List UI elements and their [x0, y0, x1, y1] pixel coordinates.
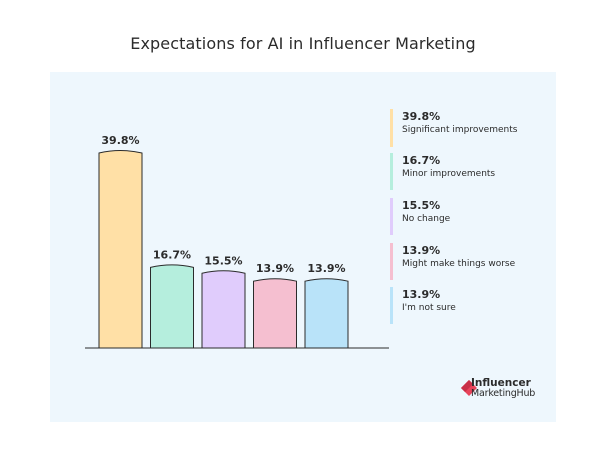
bar-value-label-5: 13.9% [307, 262, 345, 275]
bar-value-label-2: 16.7% [153, 248, 191, 261]
brand-name-line2: MarketingHub [471, 388, 536, 399]
bar-4 [253, 278, 297, 349]
legend-value-5: 13.9% [402, 288, 441, 301]
bar-1 [98, 150, 143, 349]
bar-value-label-3: 15.5% [204, 254, 242, 267]
legend-swatch-1 [390, 109, 393, 147]
legend-label-4: Might make things worse [402, 259, 516, 269]
legend-value-2: 16.7% [402, 154, 441, 167]
legend-label-1: Significant improvements [402, 125, 518, 135]
legend-label-3: No change [402, 214, 451, 224]
legend-value-4: 13.9% [402, 244, 441, 257]
legend-swatch-3 [390, 198, 393, 235]
legend-label-5: I'm not sure [402, 303, 456, 313]
legend-swatch-5 [390, 287, 393, 324]
bar-value-label-4: 13.9% [256, 262, 294, 275]
legend-label-2: Minor improvements [402, 169, 496, 179]
influencer-marketing-hub-logo-icon [461, 380, 477, 396]
bar-2 [150, 264, 194, 349]
brand-logo: Influencer MarketingHub [460, 376, 560, 400]
brand-name-line1: Influencer [471, 377, 531, 389]
legend-swatch-2 [390, 153, 393, 190]
chart-title: Expectations for AI in Influencer Market… [130, 34, 476, 53]
bar-5 [304, 278, 349, 349]
bar-3 [201, 270, 246, 349]
bar-value-label-1: 39.8% [101, 134, 139, 147]
legend-value-3: 15.5% [402, 199, 441, 212]
legend-swatch-4 [390, 243, 393, 280]
legend-value-1: 39.8% [402, 110, 441, 123]
